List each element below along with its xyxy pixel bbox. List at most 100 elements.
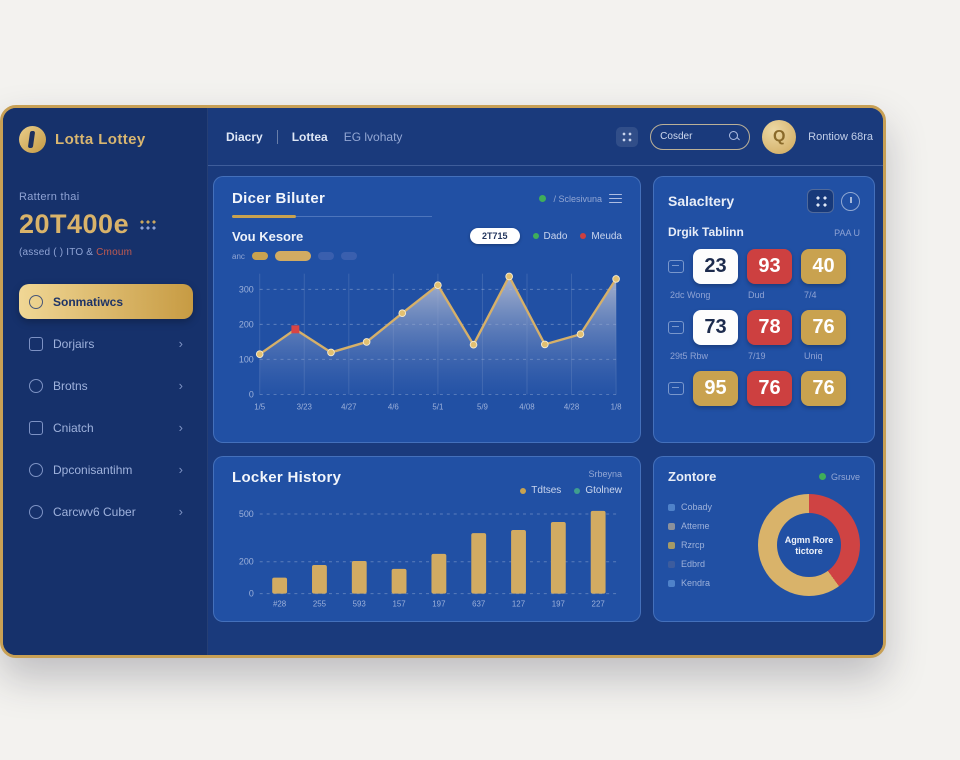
- clock-icon[interactable]: [841, 191, 860, 211]
- nav-link-1[interactable]: Diacry: [226, 129, 263, 144]
- dicer-title: Dicer Biluter: [232, 190, 326, 207]
- salactery-subtitle: Drgik Tablinn: [668, 225, 744, 239]
- sidebar-item-2[interactable]: Brotns ›: [19, 368, 193, 403]
- menu-burger-icon[interactable]: [609, 193, 622, 204]
- menu-icon-2: [29, 378, 43, 393]
- nav-link-2[interactable]: Lottea: [291, 129, 328, 144]
- dice-grid-icon-button[interactable]: [807, 189, 834, 213]
- legend-dot-green: [532, 233, 539, 239]
- svg-text:3/23: 3/23: [297, 402, 313, 411]
- logo: Lotta Lottey: [19, 126, 193, 153]
- number-tile[interactable]: 23: [693, 249, 738, 284]
- svg-text:197: 197: [552, 599, 565, 608]
- sidebar-item-label: Carcwv6 Cuber: [53, 504, 136, 519]
- legend-label: Tdtses: [531, 485, 562, 496]
- user-name: Rontiow 68ra: [808, 130, 873, 143]
- menu-icon-1: [29, 336, 43, 351]
- caption-row-0: 2dc Wong Dud 7/4: [668, 290, 860, 300]
- svg-text:0: 0: [249, 389, 254, 399]
- mini-legend: anc: [232, 251, 622, 261]
- svg-text:500: 500: [239, 509, 254, 519]
- balance-value: 20T400e: [19, 209, 130, 239]
- dicer-subtitle: Vou Kesore: [232, 228, 304, 244]
- svg-text:5/1: 5/1: [432, 402, 444, 411]
- svg-text:255: 255: [313, 599, 327, 608]
- apps-grid-icon[interactable]: [616, 126, 639, 147]
- search-value: Cosder: [660, 131, 693, 142]
- svg-text:1/8: 1/8: [611, 402, 623, 411]
- number-tile[interactable]: 76: [747, 371, 792, 406]
- legend-bullet: [668, 579, 675, 587]
- donut-legend-item-3: Edbrd: [668, 559, 752, 569]
- number-tile[interactable]: 78: [747, 310, 792, 345]
- number-tile[interactable]: 40: [801, 249, 846, 284]
- sidebar-item-label: Cniatch: [53, 420, 94, 435]
- svg-text:197: 197: [432, 599, 445, 608]
- svg-text:100: 100: [239, 354, 254, 364]
- legend-label: Gtolnew: [585, 485, 622, 496]
- nav-link-3[interactable]: EG lvohaty: [343, 129, 403, 144]
- legend-dot-red: [580, 233, 587, 239]
- legend-label: Meuda: [591, 230, 622, 242]
- number-row-0: 23 93 40: [668, 249, 860, 284]
- range-pill-gold-small[interactable]: [251, 252, 268, 260]
- locker-history-card: Locker History Srbeyna Tdtses Gtolnew: [213, 456, 641, 622]
- search-input[interactable]: Cosder: [650, 123, 751, 150]
- number-tile[interactable]: 76: [801, 371, 846, 406]
- chevron-right-icon: ›: [178, 336, 183, 351]
- legend-label: Rzrcp: [681, 540, 705, 550]
- balance-section: Rattern thai 20T400e (assed ( ) ITO & Cm…: [19, 191, 193, 258]
- sidebar-item-label: Dorjairs: [53, 336, 95, 351]
- top-navbar: Diacry Lottea EG lvohaty Cosder Q Rontio…: [208, 108, 883, 166]
- row-icon-2: [668, 382, 684, 395]
- number-tile[interactable]: 73: [693, 310, 738, 345]
- svg-text:1/5: 1/5: [254, 402, 266, 411]
- logo-title: Lotta Lottey: [55, 131, 146, 148]
- number-tile[interactable]: 95: [693, 371, 738, 406]
- svg-text:227: 227: [592, 599, 605, 608]
- sidebar-item-4[interactable]: Dpconisantihm ›: [19, 452, 193, 487]
- balance-label: Rattern thai: [19, 191, 80, 203]
- sidebar-item-0[interactable]: Sonmatiwcs: [19, 284, 193, 319]
- svg-text:157: 157: [392, 599, 405, 608]
- content-area: Diacry Lottea EG lvohaty Cosder Q Rontio…: [208, 108, 883, 655]
- dicer-status: / Sclesivuna: [553, 193, 602, 204]
- balance-sub-accent: Cmoum: [96, 247, 133, 258]
- number-tile[interactable]: 93: [747, 249, 792, 284]
- caption-text: Dud: [748, 290, 765, 300]
- menu-icon-3: [29, 420, 43, 435]
- range-pill-blue-1[interactable]: [317, 252, 334, 260]
- title-rule: [232, 214, 432, 218]
- caption-text: 7/4: [804, 290, 817, 300]
- search-icon: [729, 131, 740, 142]
- caption-row-1: 29t5 Rbw 7/19 Uniq: [668, 351, 860, 361]
- svg-text:300: 300: [239, 284, 254, 294]
- app-window: Lotta Lottey Rattern thai 20T400e (assed…: [0, 105, 886, 658]
- menu-icon-0: [29, 294, 43, 309]
- value-pill[interactable]: 2T715: [469, 228, 520, 244]
- avatar[interactable]: Q: [762, 119, 797, 154]
- svg-text:#28: #28: [273, 599, 287, 608]
- legend-label: Edbrd: [681, 559, 706, 569]
- balance-subtext: (assed ( ) ITO & Cmoum: [19, 247, 193, 258]
- dicer-card: Dicer Biluter / Sclesivuna Vou Kesore 2T…: [213, 176, 641, 443]
- sidebar-item-1[interactable]: Dorjairs ›: [19, 326, 193, 361]
- balance-sub-main: (assed ( ) ITO &: [19, 247, 94, 258]
- salactery-title: Salacltery: [668, 193, 735, 209]
- sidebar-item-3[interactable]: Cniatch ›: [19, 410, 193, 445]
- donut-legend-item-4: Kendra: [668, 578, 752, 588]
- dots-grid-icon[interactable]: [139, 217, 158, 232]
- range-pill-blue-2[interactable]: [340, 252, 357, 260]
- legend-bullet: [668, 503, 675, 511]
- number-tile[interactable]: 76: [801, 310, 846, 345]
- svg-text:127: 127: [512, 599, 525, 608]
- locker-title: Locker History: [232, 469, 342, 486]
- sidebar-item-5[interactable]: Carcwv6 Cuber ›: [19, 494, 193, 529]
- sidebar-item-label: Sonmatiwcs: [53, 294, 124, 309]
- chevron-right-icon: ›: [178, 504, 183, 519]
- sidebar: Lotta Lottey Rattern thai 20T400e (assed…: [3, 108, 208, 655]
- range-pill-gold-large[interactable]: [274, 251, 311, 261]
- row-icon-0: [668, 260, 684, 273]
- donut-legend-item-1: Atteme: [668, 521, 752, 531]
- sidebar-menu: Sonmatiwcs Dorjairs › Brotns › Cniatch ›…: [19, 284, 193, 529]
